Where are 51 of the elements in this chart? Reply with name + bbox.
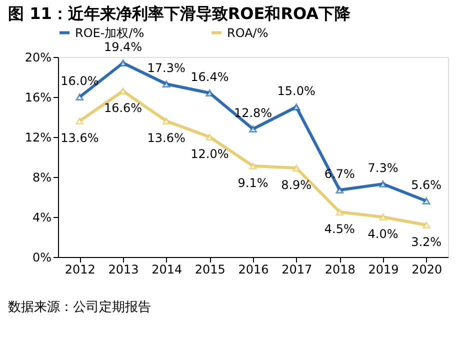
point (422, 222, 430, 228)
source-note: 数据来源：公司定期报告 (8, 300, 151, 315)
data-label: 7.3% (368, 161, 398, 175)
x-tick-label: 2019 (368, 262, 399, 276)
x-tick-label: 2018 (324, 262, 356, 276)
point (162, 80, 170, 88)
y-tick-label: 4% (32, 210, 52, 224)
data-label: 19.4% (104, 40, 142, 54)
point (162, 118, 170, 124)
x-tick-label: 2016 (238, 262, 269, 276)
x-tick-label: 2017 (282, 262, 312, 276)
y-tick-label: 20% (24, 50, 52, 64)
x-tick-label: 2014 (152, 262, 182, 276)
x-tick-label: 2013 (108, 262, 139, 276)
data-label: 15.0% (277, 84, 316, 98)
x-tick-label: 2012 (64, 262, 96, 276)
point (379, 180, 387, 188)
data-label: 17.3% (147, 61, 186, 75)
data-label: 16.6% (104, 101, 142, 115)
data-label: 3.2% (411, 235, 442, 249)
point (422, 198, 430, 204)
y-tick-label: 16% (24, 90, 52, 104)
point (336, 208, 344, 216)
chart-title: 图 11：近年来净利率下滑导致ROE和ROA下降 (8, 4, 352, 23)
y-tick-label: 0% (32, 250, 52, 264)
data-label: 4.5% (324, 222, 355, 236)
point (292, 164, 300, 172)
data-label: 5.6% (411, 178, 442, 192)
x-tick-label: 2020 (412, 262, 442, 276)
legend-label: ROE-加权/% (75, 26, 144, 40)
data-label: 13.6% (147, 131, 186, 145)
data-label: 16.0% (60, 74, 99, 88)
point (292, 104, 300, 110)
data-label: 8.9% (281, 178, 312, 192)
x-tick-label: 2015 (194, 262, 226, 276)
data-label: 12.8% (234, 106, 272, 120)
data-label: 13.6% (60, 131, 99, 145)
point (336, 186, 344, 194)
point (76, 118, 84, 124)
y-tick-label: 12% (24, 130, 52, 144)
point (379, 214, 387, 220)
data-label: 16.4% (190, 70, 229, 84)
point (249, 126, 257, 132)
data-label: 4.0% (368, 227, 398, 241)
point (76, 94, 84, 100)
data-label: 9.1% (238, 176, 268, 190)
point (249, 162, 257, 170)
data-label: 12.0% (190, 147, 229, 161)
point (119, 60, 127, 66)
y-tick-label: 8% (32, 170, 52, 184)
legend-label: ROA/% (227, 26, 268, 40)
